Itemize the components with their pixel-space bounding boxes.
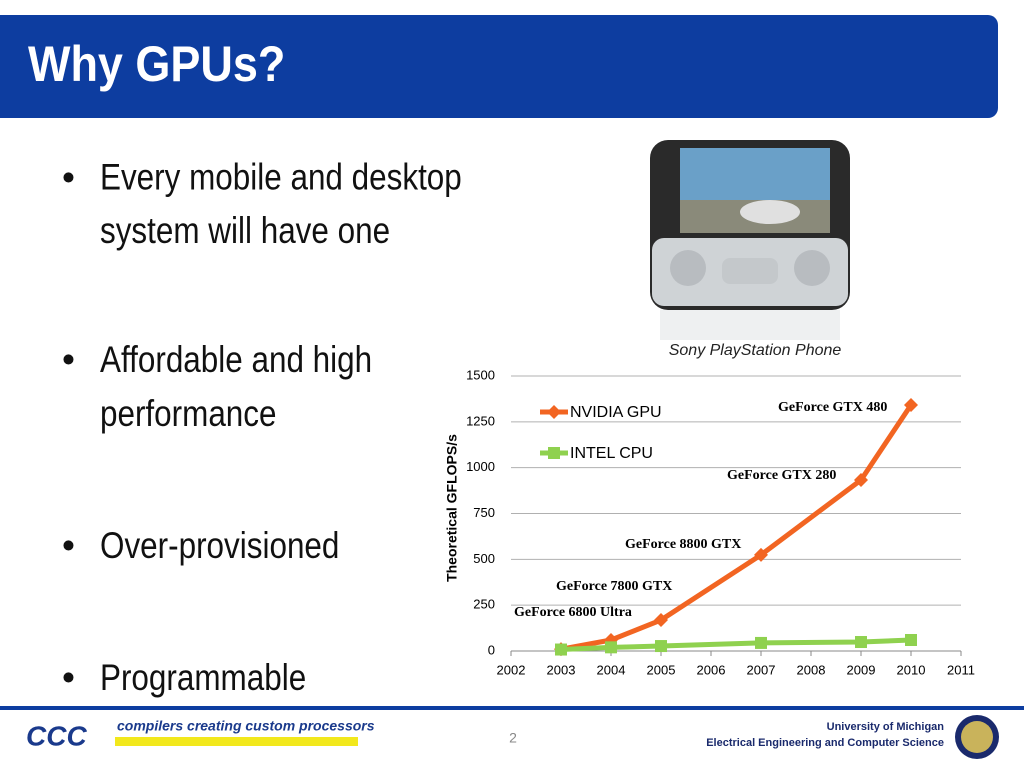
chart: 0 250 500 750 1000 1250 1500 2002 2003 2004 2005 20… xyxy=(444,367,975,677)
logo-bar xyxy=(115,737,358,746)
y-tick-label: 1000 xyxy=(466,459,495,474)
point xyxy=(854,472,868,487)
point xyxy=(654,613,668,628)
x-tick-label: 2006 xyxy=(697,662,726,677)
footer-university: University of Michigan xyxy=(827,721,945,733)
point xyxy=(755,636,767,649)
legend-marker xyxy=(548,447,560,459)
x-tick-label: 2011 xyxy=(947,662,975,677)
footer-rule xyxy=(0,706,1024,710)
bullet-text: performance xyxy=(100,393,277,434)
bullet-dot: • xyxy=(62,525,75,566)
series-line xyxy=(560,403,914,652)
x-tick-label: 2010 xyxy=(897,662,926,677)
point xyxy=(855,636,867,649)
point xyxy=(904,397,918,412)
y-tick-label: 1500 xyxy=(466,367,495,382)
x-tick-label: 2008 xyxy=(797,662,826,677)
annotation: GeForce 7800 GTX xyxy=(556,579,672,594)
bullet-dot: • xyxy=(62,339,75,380)
point xyxy=(905,634,917,646)
x-tick-label: 2003 xyxy=(547,662,576,677)
bullet-text: Programmable xyxy=(100,657,306,698)
bullet-dot: • xyxy=(62,657,75,698)
bullets: • Every mobile and desktop system will h… xyxy=(62,157,462,699)
footer-department: Electrical Engineering and Computer Scie… xyxy=(706,737,944,749)
legend-label: NVIDIA GPU xyxy=(570,404,662,421)
legend-label: INTEL CPU xyxy=(570,445,653,462)
y-axis-label: Theoretical GFLOPS/s xyxy=(444,434,460,582)
x-tick-label: 2002 xyxy=(497,662,526,677)
y-tick-label: 0 xyxy=(488,642,495,657)
bullet-text: system will have one xyxy=(100,210,390,251)
annotation: GeForce 8800 GTX xyxy=(625,537,741,552)
phone-image xyxy=(650,140,850,340)
bullet-text: Over-provisioned xyxy=(100,525,339,566)
x-tick-label: 2005 xyxy=(647,662,676,677)
title-bar-edge xyxy=(0,15,20,118)
x-tick-label: 2004 xyxy=(597,662,626,677)
x-tick-label: 2009 xyxy=(847,662,876,677)
image-caption: Sony PlayStation Phone xyxy=(669,342,842,359)
series-line xyxy=(560,637,912,653)
point xyxy=(605,641,617,654)
point xyxy=(754,547,768,562)
title-bar xyxy=(0,15,998,118)
point xyxy=(655,640,667,653)
seal-inner xyxy=(961,721,993,753)
slide-title: Why GPUs? xyxy=(28,37,285,93)
bullet-text: Every mobile and desktop xyxy=(100,157,462,198)
legend-marker xyxy=(547,405,561,419)
point xyxy=(555,643,567,656)
y-tick-label: 750 xyxy=(473,505,495,520)
annotation: GeForce 6800 Ultra xyxy=(514,605,632,620)
page-number: 2 xyxy=(509,730,517,746)
footer-logo: CCC xyxy=(26,720,87,751)
bullet-dot: • xyxy=(62,157,75,198)
y-tick-label: 250 xyxy=(473,597,495,612)
annotation: GeForce GTX 480 xyxy=(778,400,887,415)
y-tick-label: 500 xyxy=(473,551,495,566)
bullet-text: Affordable and high xyxy=(100,339,372,380)
x-tick-label: 2007 xyxy=(747,662,776,677)
footer-tagline: compilers creating custom processors xyxy=(117,718,375,734)
y-tick-label: 1250 xyxy=(466,413,495,428)
annotation: GeForce GTX 280 xyxy=(727,468,836,483)
